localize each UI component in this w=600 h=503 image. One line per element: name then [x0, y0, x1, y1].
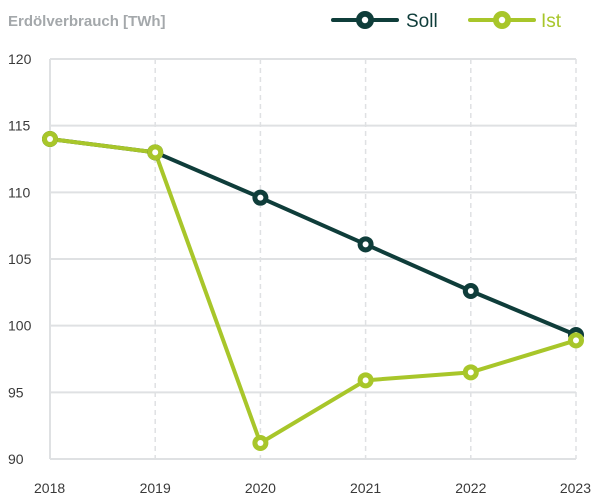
y-tick-label: 95	[8, 384, 24, 400]
x-tick-label: 2020	[245, 480, 276, 496]
data-point-center	[257, 440, 264, 446]
y-axis-title: Erdölverbrauch [TWh]	[8, 13, 166, 30]
data-point-center	[152, 149, 159, 156]
series-line-soll	[48, 137, 578, 337]
legend-marker-center	[361, 16, 369, 24]
gridlines	[49, 58, 577, 460]
series-layer	[42, 131, 584, 451]
data-point-center	[467, 369, 474, 376]
y-tick-label: 100	[8, 318, 32, 334]
series-line-ist	[48, 137, 578, 445]
legend-label-ist: Ist	[541, 11, 562, 32]
y-tick-label: 105	[8, 251, 32, 267]
data-point-center	[257, 194, 264, 201]
x-tick-labels: 2018 2019 2020 2021 2022 2023	[34, 480, 591, 496]
x-tick-label: 2021	[350, 480, 381, 496]
data-point-center	[362, 241, 369, 248]
data-point-center	[47, 136, 53, 142]
y-tick-label: 115	[8, 118, 31, 134]
y-tick-label: 90	[8, 451, 24, 467]
x-tick-label: 2018	[34, 480, 65, 496]
data-point-center	[573, 337, 579, 344]
x-tick-label: 2019	[140, 480, 171, 496]
y-tick-label: 110	[8, 184, 31, 200]
data-point-center	[362, 377, 369, 384]
x-tick-label: 2022	[455, 480, 486, 496]
y-tick-label: 120	[8, 51, 32, 67]
x-tick-label: 2023	[560, 480, 591, 496]
legend: Soll Ist	[331, 11, 562, 32]
y-tick-labels: 90 95 100 105 110 115 120	[8, 51, 32, 467]
data-point-center	[467, 288, 474, 294]
legend-marker-center	[498, 16, 506, 24]
legend-label-soll: Soll	[406, 11, 438, 32]
